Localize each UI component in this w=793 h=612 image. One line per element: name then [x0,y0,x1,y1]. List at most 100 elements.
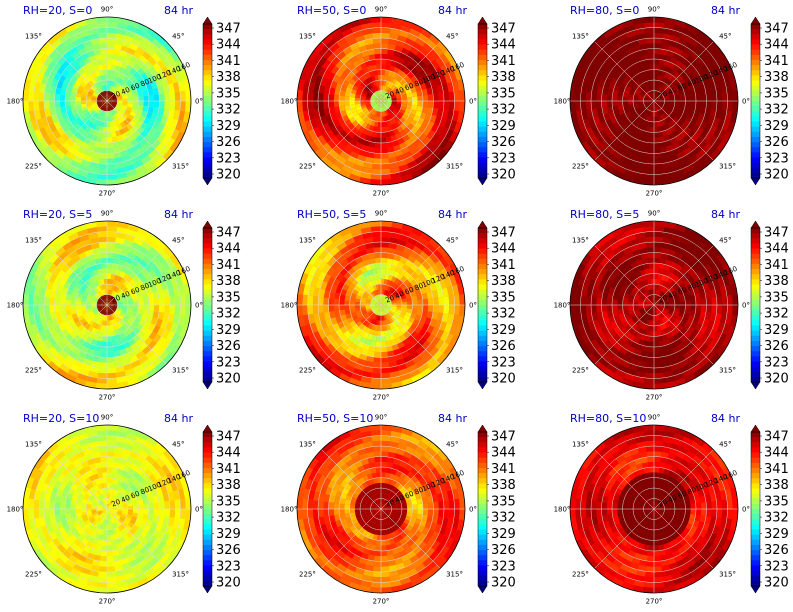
polar-cell [339,169,351,179]
polar-cell [372,38,381,44]
polar-cell [96,101,102,103]
polar-cell [443,49,454,62]
polar-cell [403,111,411,117]
polar-cell [706,45,717,57]
polar-cell [117,321,123,328]
polar-cell [661,360,671,368]
polar-cell [34,109,42,120]
polar-cell [403,67,411,75]
polar-cell [111,335,117,342]
polar-cell [395,266,402,274]
polar-cell [721,295,728,305]
polar-cell [102,132,107,138]
polar-cell [75,78,82,86]
polar-cell [107,289,110,295]
polar-cell [652,299,654,305]
polar-cell [101,99,107,101]
polar-cell [608,82,616,91]
polar-cell [436,312,444,322]
polar-cell [673,91,680,96]
polar-cell [649,305,654,308]
polar-cell [80,345,89,354]
polar-cell [664,275,670,283]
polar-cell [615,284,623,291]
polar-cell [312,341,323,353]
polar-cell [702,346,713,357]
polar-cell [117,300,123,304]
polar-cell [387,274,394,281]
polar-cell [433,249,444,261]
polar-cell [642,108,648,114]
polar-cell [366,151,375,159]
polar-cell [119,332,126,339]
polar-cell [649,268,654,274]
polar-cell [662,91,668,96]
polar-cell [444,118,452,130]
polar-cell [376,331,381,337]
polar-cell [381,221,392,227]
polar-cell [650,105,653,112]
polar-cell [142,255,152,265]
polar-cell [367,252,375,260]
polar-cell [96,263,103,270]
polar-cell [107,302,112,305]
polar-cell [381,98,386,101]
angle-tick-label: 45° [446,32,458,40]
polar-cell [631,315,638,321]
polar-cell [401,377,414,387]
polar-cell [732,101,738,112]
polar-cell [711,305,717,314]
polar-cell [427,298,434,305]
polar-cell [654,95,656,101]
polar-cell [381,299,383,305]
polar-cell [654,101,657,106]
polar-cell [117,139,126,147]
polar-cell [362,128,369,135]
polar-cell [49,297,55,305]
polar-cell [672,64,680,72]
polar-cell [381,231,391,238]
polar-cell [97,168,107,175]
polar-cell [422,269,431,279]
polar-cell [654,231,664,238]
polar-cell [143,236,155,247]
colorbar-segment [203,106,212,112]
polar-cell [148,127,157,137]
polar-cell [39,64,48,75]
polar-cell [375,320,379,326]
polar-cell [360,101,366,104]
polar-cell [314,352,326,365]
polar-cell [123,85,130,91]
polar-cell [360,172,372,180]
polar-cell [646,110,650,116]
polar-cell [385,136,392,143]
polar-cell [74,19,87,29]
polar-cell [664,139,673,147]
polar-cell [162,108,170,118]
polar-cell [570,101,576,112]
polar-cell [54,101,61,108]
polar-cell [356,244,367,252]
polar-cell [99,110,103,116]
polar-cell [385,307,391,312]
polar-cell [419,111,427,120]
polar-cell [94,113,100,120]
polar-cell [134,82,141,89]
polar-cell [385,314,389,320]
polar-cell [441,287,449,297]
polar-cell [656,116,660,122]
polar-cell [65,333,74,343]
polar-cell [107,294,110,300]
polar-cell [663,299,670,303]
polar-cell [411,105,418,111]
polar-cell [312,101,319,110]
polar-cell [381,257,388,264]
polar-cell [383,295,388,301]
polar-cell [664,282,670,289]
colorbar-segment [478,289,487,296]
polar-cell [107,153,115,159]
polar-cell [662,166,673,174]
polar-cell [121,286,128,293]
polar-cell [677,342,686,351]
polar-cell [61,286,69,295]
